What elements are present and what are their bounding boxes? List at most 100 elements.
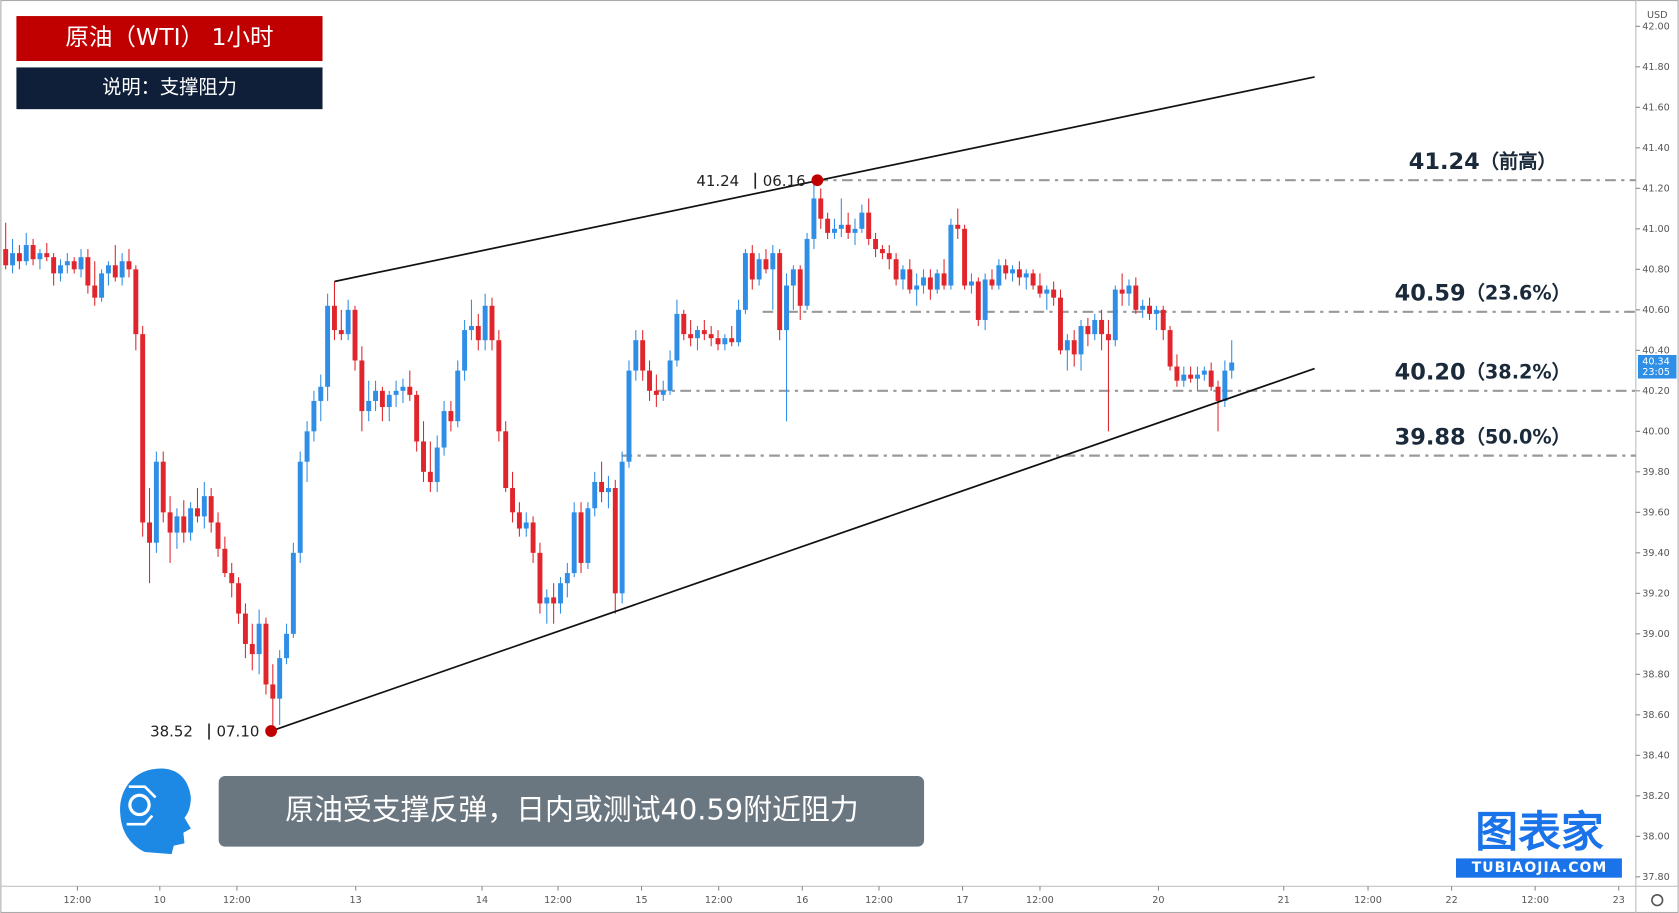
candle-body (729, 338, 735, 343)
candle-body (1140, 305, 1146, 310)
candle-body (23, 245, 29, 262)
candle-body (1092, 319, 1098, 335)
candle-body (277, 658, 283, 699)
x-tick-label: 12:00 (705, 895, 733, 906)
x-tick-label: 10 (154, 895, 166, 906)
y-tick-label: 40.00 (1642, 426, 1670, 437)
x-tick-label: 12:00 (1026, 895, 1054, 906)
candle-body (599, 481, 605, 493)
candle-body (1153, 309, 1159, 314)
y-tick-label: 39.40 (1642, 548, 1670, 559)
y-tick-label: 39.80 (1642, 467, 1670, 478)
x-tick-label: 14 (476, 895, 488, 906)
banner: 原油受支撑反弹，日内或测试40.59附近阻力 (285, 792, 859, 826)
candle-body (78, 257, 84, 270)
candle-body (777, 253, 783, 331)
y-tick-label: 42.00 (1642, 21, 1670, 32)
level-label: 41.24（前高） (1409, 149, 1557, 175)
x-tick-label: 12:00 (223, 895, 251, 906)
plot: 37.80 38.00 38.20 38.40 38.60 38.80 39.00 39.20… (3, 21, 1677, 906)
candle-body (681, 313, 687, 335)
candle-body (30, 245, 36, 260)
logo-name: 图表家 (1475, 807, 1604, 857)
y-tick-label: 40.40 (1642, 345, 1670, 356)
pivot-marker (265, 725, 277, 737)
candle-body (1010, 269, 1016, 274)
subtitle: 说明：支撑阻力 (102, 75, 237, 98)
candle-body (605, 488, 611, 493)
settings-icon[interactable] (1651, 894, 1664, 907)
subtitle-box (16, 67, 323, 110)
candle-body (242, 613, 248, 644)
pivot-date: 06.16 (763, 172, 806, 190)
level-tag: （38.2%） (1466, 360, 1571, 383)
candle-body (290, 552, 296, 634)
candle-body (174, 516, 180, 533)
candle-body (448, 411, 454, 422)
candle-body (832, 228, 837, 233)
candle-body (270, 684, 276, 699)
candle-body (640, 340, 646, 371)
candle-body (1044, 289, 1050, 294)
level-value: 39.88 (1395, 424, 1466, 450)
candle-body (510, 488, 516, 513)
candle-body (147, 522, 152, 543)
y-tick-label: 38.60 (1642, 710, 1670, 721)
x-tick-label: 17 (956, 895, 968, 906)
candle-body (1085, 326, 1091, 335)
candle-body (530, 522, 536, 553)
candle-body (1078, 326, 1084, 355)
logo-band (1456, 858, 1622, 878)
candle-body (578, 512, 584, 563)
candle-body (1167, 330, 1173, 367)
level-tag: （前高） (1480, 150, 1557, 173)
candle-body (133, 269, 139, 335)
y-tick-label: 41.00 (1642, 224, 1670, 235)
candle-body (222, 548, 228, 574)
candle-body (1105, 334, 1111, 341)
candle-body (763, 259, 769, 270)
candle-body (112, 265, 118, 278)
level-value: 40.59 (1395, 280, 1466, 306)
candle-body (551, 597, 557, 604)
candle-body (393, 390, 399, 395)
pivot-marker (811, 174, 824, 187)
last-price: 40.34 (1642, 356, 1670, 367)
candle-body (701, 330, 707, 335)
x-tick-label: 12:00 (1521, 895, 1549, 906)
candle-body (208, 496, 214, 523)
candle-body (51, 257, 57, 274)
candle-body (386, 394, 392, 408)
y-tick-label: 41.20 (1642, 183, 1670, 194)
candle-body (558, 583, 563, 604)
candle-body (859, 212, 865, 229)
y-tick-label: 41.60 (1642, 102, 1670, 113)
y-tick-label: 40.80 (1642, 264, 1670, 275)
y-tick-label: 38.20 (1642, 791, 1670, 802)
candle-body (468, 326, 474, 331)
level-label: 39.88（50.0%） (1395, 424, 1571, 450)
candle-body (873, 238, 879, 250)
x-tick-label: 20 (1152, 895, 1164, 906)
candle-body (900, 269, 906, 280)
candle-body (201, 496, 207, 517)
candle-body (1058, 297, 1063, 351)
candle-body (667, 360, 673, 391)
candle-body (99, 273, 105, 298)
candle-body (229, 573, 235, 584)
candle-body (619, 461, 625, 594)
last-price-box (1637, 354, 1677, 379)
candle-body (811, 198, 817, 239)
candle-body (475, 326, 481, 341)
trendline (334, 76, 1315, 283)
candle-body (304, 431, 310, 462)
candle-body (1160, 309, 1166, 331)
level-tag: （23.6%） (1466, 281, 1571, 304)
level-label: 40.59（23.6%） (1395, 280, 1571, 306)
candle-body (297, 461, 303, 553)
x-tick-label: 12:00 (64, 895, 92, 906)
title: 原油（WTI） 1小时 (65, 23, 273, 51)
candle-body (359, 360, 365, 412)
